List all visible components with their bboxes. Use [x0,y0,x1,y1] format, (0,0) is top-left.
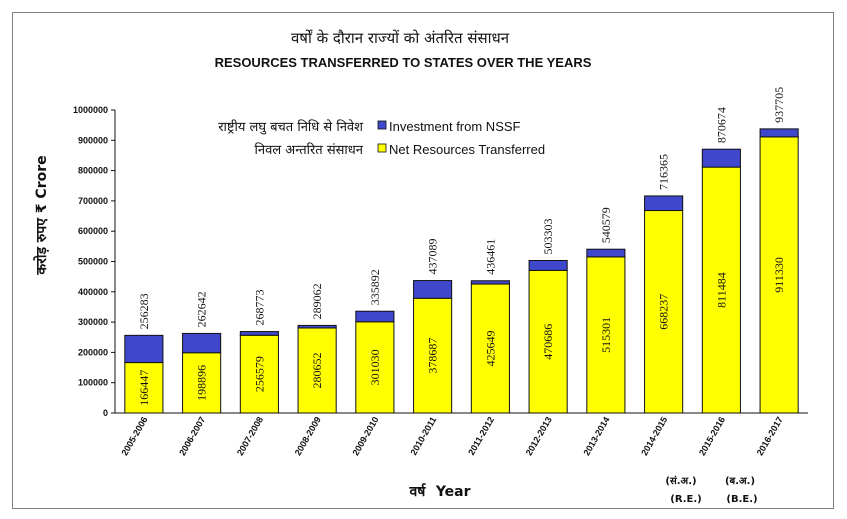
bar-nssf-investment [413,280,453,299]
y-tick-label: 1000000 [73,105,108,115]
bar-net-value-label: 301030 [368,349,382,385]
x-tick-label: 2013-2014 [581,415,611,457]
y-tick-label: 0 [103,408,108,418]
bar-net-value-label: 166447 [137,370,151,406]
bar-nssf-investment [297,324,337,329]
legend: राष्ट्रीय लघु बचत निधि से निवेश Investme… [218,119,545,158]
note-be-english: (B.E.) [726,494,757,505]
legend-net-english: Net Resources Transferred [389,142,545,157]
chart-frame [12,12,834,509]
chart-title-english: RESOURCES TRANSFERRED TO STATES OVER THE… [215,55,592,70]
y-tick-label: 700000 [78,196,108,206]
bar-net-resources [759,136,799,414]
y-tick-label: 100000 [78,378,108,388]
bar-net-value-label: 256579 [252,356,266,392]
bar-net-resources [586,256,626,414]
estimate-notes: (सं.अ.) (R.E.) (ब.अ.) (B.E.) [665,475,757,505]
x-axis-label-hindi: वर्ष [408,483,426,500]
bar-total-value-label: 503303 [541,218,555,254]
x-tick-label: 2006-2007 [177,415,207,457]
bar-nssf-investment [528,259,568,271]
legend-net-hindi: निवल अन्तरित संसाधन [255,142,364,158]
y-tick-label: 600000 [78,226,108,236]
x-tick-label: 2005-2006 [119,415,149,457]
y-tick-label: 500000 [78,257,108,267]
x-tick-label: 2007-2008 [235,415,265,457]
bar-net-resources [182,352,222,414]
bar-nssf-investment [355,310,395,323]
bar-total-value-label: 268773 [252,290,266,326]
bar-total-value-label: 262642 [195,291,209,327]
bar-total-value-label: 937705 [772,87,786,123]
note-re-hindi: (सं.अ.) [665,475,696,487]
bar-net-value-label: 378687 [426,338,440,374]
y-axis-ticks: 0 100000 200000 300000 400000 500000 600000 700… [73,105,115,418]
y-tick-label: 300000 [78,317,108,327]
bar-nssf-investment [759,128,799,138]
bar-net-resources [528,269,568,414]
bar-total-value-label: 716365 [657,154,671,190]
x-tick-label: 2014-2015 [639,415,669,457]
x-axis-label: वर्ष Year [408,483,470,500]
bar-net-value-label: 811484 [714,272,728,308]
bar-total-value-label: 540579 [599,207,613,243]
bar-net-value-label: 911330 [772,257,786,293]
note-be-hindi: (ब.अ.) [725,476,755,487]
bar-nssf-investment [701,148,741,168]
note-re-english: (R.E.) [670,494,701,505]
legend-nssf-swatch [377,120,387,130]
x-tick-label: 2012-2013 [524,415,554,457]
bar-total-value-label: 256283 [137,293,151,329]
bar-nssf-investment [586,248,626,258]
bar-net-resources [355,321,395,414]
x-tick-label: 2011-2012 [466,415,496,457]
y-axis-label: करोड़ रुपए ₹ Crore [33,155,50,275]
bar-net-resources [470,283,510,414]
bar-nssf-investment [182,332,222,354]
bar-net-value-label: 280652 [310,352,324,388]
bar-nssf-investment [239,331,279,336]
y-tick-label: 900000 [78,135,108,145]
bar-nssf-investment [470,280,510,285]
y-tick-label: 400000 [78,287,108,297]
x-tick-label: 2015-2016 [697,415,727,457]
x-axis-label-english: Year [435,484,471,500]
x-tick-label: 2009-2010 [350,415,380,457]
bars-group: 166447 256283 2005-2006 198896 262642 2006-20… [119,87,799,457]
x-tick-label: 2008-2009 [293,415,323,457]
x-tick-label: 2010-2011 [408,415,438,457]
bar-net-value-label: 668237 [657,294,671,330]
bar-total-value-label: 289062 [310,283,324,319]
bar-nssf-investment [124,334,164,364]
bar-net-value-label: 425649 [483,331,497,367]
bar-net-value-label: 198896 [195,365,209,401]
bar-net-resources [413,297,453,414]
bar-net-value-label: 515301 [599,317,613,353]
legend-nssf-hindi: राष्ट्रीय लघु बचत निधि से निवेश [218,119,364,135]
chart-title-hindi: वर्षों के दौरान राज्यों को अंतरित संसाधन [291,29,510,47]
legend-nssf-english: Investment from NSSF [389,119,521,134]
bar-total-value-label: 436461 [483,239,497,275]
legend-net-swatch [377,143,387,153]
y-tick-label: 200000 [78,347,108,357]
bar-total-value-label: 870674 [714,107,728,143]
bar-net-value-label: 470686 [541,324,555,360]
bar-total-value-label: 437089 [426,239,440,275]
x-tick-label: 2016-2017 [755,415,785,457]
y-tick-label: 800000 [78,166,108,176]
bar-nssf-investment [644,195,684,212]
bar-total-value-label: 335892 [368,269,382,305]
